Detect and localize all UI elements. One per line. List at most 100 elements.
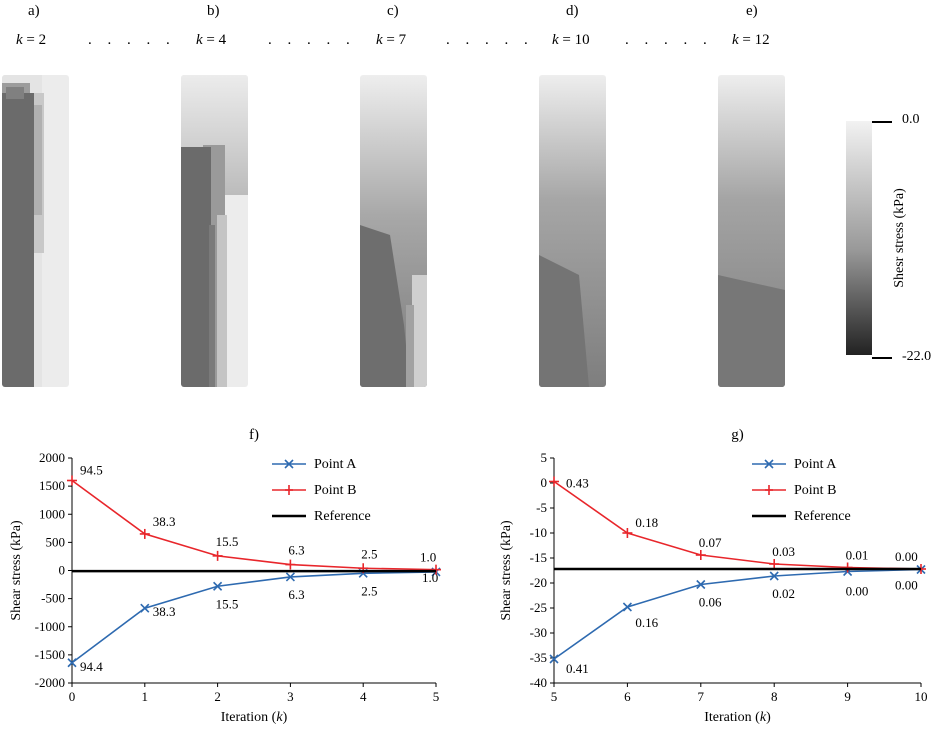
panel-c-label: c) <box>387 3 399 19</box>
chart-g: g) 5 0 -5 -10 -15 -20 -25 -30 -35 -40 5 6 7 8 9 10 Iterat… <box>499 427 928 725</box>
legend: Point A Point B Reference <box>272 457 371 524</box>
marker-stroke <box>549 654 559 664</box>
data-point <box>431 564 441 575</box>
dots-separator: . . . . . <box>446 32 534 48</box>
legend-entry: Point B <box>314 483 356 498</box>
colorbar-top-tick <box>872 121 892 123</box>
stress-field-b-image <box>181 75 248 387</box>
x-tick-label: 6 <box>624 689 631 704</box>
data-point <box>549 476 559 487</box>
k-symbol: k <box>732 32 739 48</box>
data-point <box>140 603 150 613</box>
data-label: 6.3 <box>288 587 304 602</box>
data-label: 0.07 <box>699 535 722 550</box>
k-value: = 2 <box>26 32 47 48</box>
data-point <box>696 579 706 590</box>
x-axis-label: Iteration (k) <box>221 710 288 725</box>
y-tick-label: -2000 <box>35 675 65 690</box>
x-tick-label: 2 <box>214 689 221 704</box>
marker-stroke <box>696 579 706 590</box>
data-point <box>285 559 296 570</box>
data-label: 15.5 <box>216 596 239 611</box>
y-tick-label: -500 <box>41 591 65 606</box>
panel-a-label: a) <box>28 3 40 19</box>
data-point <box>842 562 853 573</box>
marker-stroke <box>140 603 150 613</box>
marker-stroke <box>213 581 223 591</box>
y-tick-label: 0 <box>59 563 66 578</box>
y-axis-label: Shear stress (kPa) <box>499 520 514 621</box>
legend-entry: Point A <box>314 457 357 472</box>
k-symbol: k <box>376 32 383 48</box>
colorbar-min-label: -22.0 <box>902 349 932 364</box>
data-label: 1.0 <box>420 550 436 565</box>
stress-field-d-image <box>539 75 606 387</box>
marker-stroke <box>769 571 779 581</box>
x-tick-label: 4 <box>360 689 367 704</box>
stress-field-a <box>2 75 69 387</box>
y-tick-label: -40 <box>530 675 547 690</box>
k-symbol: k <box>552 32 559 48</box>
stress-field-e <box>718 75 785 387</box>
legend-entry: Reference <box>794 509 851 524</box>
y-tick-label: -25 <box>530 600 547 615</box>
k-value: = 10 <box>562 32 590 48</box>
chart-f: f) 2000 1500 1000 500 0 -500 -1000 -1500 -2000 0 1 2… <box>9 427 441 725</box>
legend: Point A Point B Reference <box>752 457 851 524</box>
marker-stroke <box>622 602 632 612</box>
stress-field-c <box>360 75 427 387</box>
data-point <box>769 559 780 569</box>
panel-e-label: e) <box>746 3 758 19</box>
data-label: 0.01 <box>846 548 869 563</box>
data-label: 94.4 <box>80 659 103 674</box>
y-tick-label: -1000 <box>35 619 65 634</box>
colorbar <box>846 121 872 355</box>
x-tick-label: 9 <box>844 689 851 704</box>
data-label: 0.00 <box>895 578 918 593</box>
data-label: 0.00 <box>895 549 918 564</box>
series-line-point-a <box>71 571 437 664</box>
data-label: 0.16 <box>635 615 658 630</box>
x-tick-label: 5 <box>433 689 440 704</box>
y-tick-label: 1500 <box>39 478 65 493</box>
panel-d-label: d) <box>566 3 579 19</box>
colorbar-max-label: 0.0 <box>902 112 920 127</box>
x-axis-label: Iteration (k) <box>704 710 771 725</box>
data-label: 38.3 <box>153 604 176 619</box>
data-point <box>67 658 77 668</box>
data-label: 0.03 <box>772 544 795 559</box>
data-point <box>622 602 632 612</box>
k-value: = 7 <box>386 32 407 48</box>
panel-a-k: k = 2 <box>16 32 46 49</box>
panel-b-k: k = 4 <box>196 32 226 49</box>
data-point <box>213 581 223 591</box>
data-label: 0.02 <box>772 586 795 601</box>
data-point <box>285 572 295 582</box>
data-label: 94.5 <box>80 463 103 478</box>
data-label: 0.43 <box>566 476 589 491</box>
colorbar-bottom-tick <box>872 357 892 359</box>
marker-stroke <box>285 572 295 582</box>
stress-field-e-image <box>718 75 785 387</box>
legend-entry: Point A <box>794 457 837 472</box>
y-tick-label: -35 <box>530 650 547 665</box>
x-tick-label: 0 <box>69 689 76 704</box>
x-tick-label: 1 <box>142 689 149 704</box>
data-point <box>695 550 706 560</box>
panel-e-k: k = 12 <box>732 32 770 49</box>
x-tick-label: 10 <box>915 689 928 704</box>
y-tick-label: -30 <box>530 625 547 640</box>
y-tick-label: 0 <box>541 475 548 490</box>
colorbar-title: Shesr stress (kPa) <box>892 188 907 288</box>
stress-field-c-image <box>360 75 427 387</box>
data-point <box>622 528 633 538</box>
data-label: 0.41 <box>566 661 589 676</box>
k-symbol: k <box>196 32 203 48</box>
k-value: = 12 <box>742 32 770 48</box>
x-tick-label: 5 <box>551 689 558 704</box>
series-line-point-b <box>71 479 437 571</box>
y-tick-label: -5 <box>536 500 547 515</box>
y-tick-label: 2000 <box>39 450 65 465</box>
data-label: 38.3 <box>153 514 176 529</box>
legend-marker <box>284 459 294 469</box>
